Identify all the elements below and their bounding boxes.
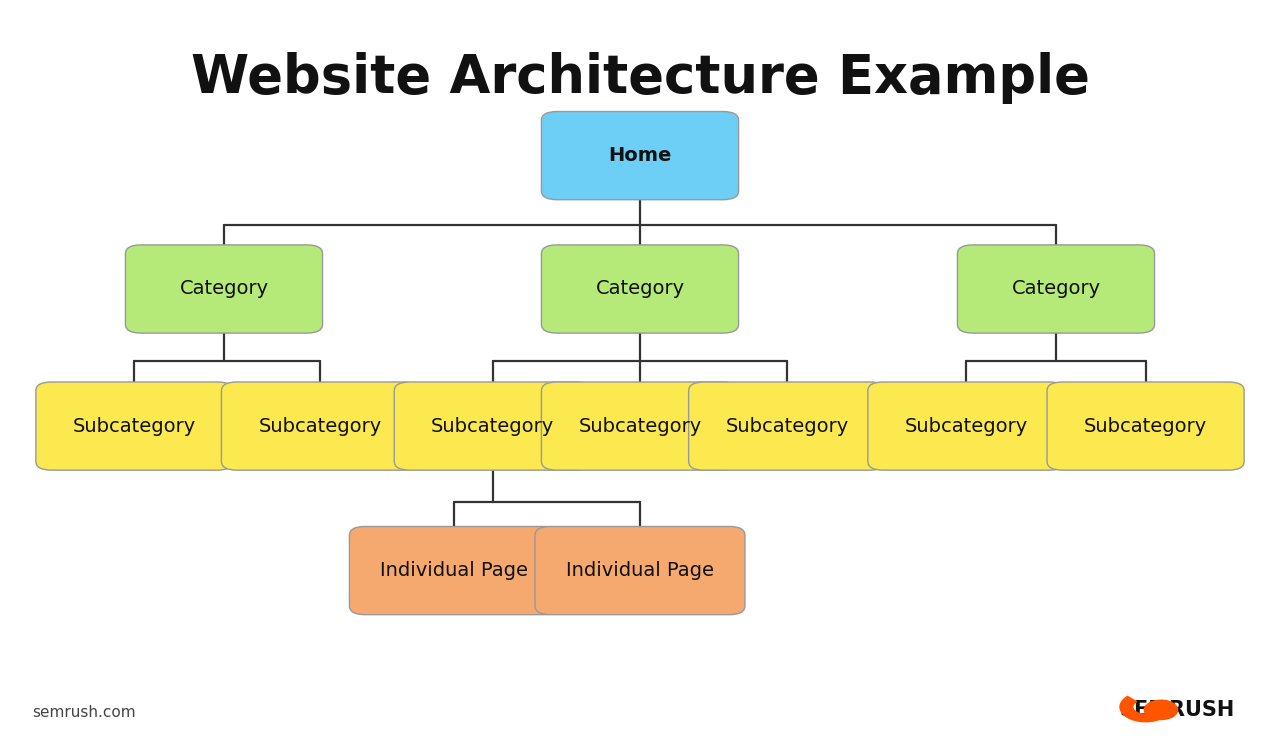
FancyBboxPatch shape (349, 526, 559, 615)
FancyBboxPatch shape (689, 382, 886, 471)
FancyBboxPatch shape (36, 382, 233, 471)
Text: Subcategory: Subcategory (1084, 416, 1207, 436)
FancyBboxPatch shape (394, 382, 591, 471)
Text: Individual Page: Individual Page (566, 561, 714, 580)
Text: Subcategory: Subcategory (726, 416, 849, 436)
FancyBboxPatch shape (868, 382, 1065, 471)
Text: Subcategory: Subcategory (259, 416, 381, 436)
Text: Category: Category (179, 279, 269, 299)
FancyBboxPatch shape (221, 382, 419, 471)
Text: Individual Page: Individual Page (380, 561, 529, 580)
FancyBboxPatch shape (541, 382, 739, 471)
FancyBboxPatch shape (957, 245, 1155, 333)
Text: Category: Category (1011, 279, 1101, 299)
Text: semrush.com: semrush.com (32, 705, 136, 720)
Text: Subcategory: Subcategory (73, 416, 196, 436)
Text: Website Architecture Example: Website Architecture Example (191, 52, 1089, 104)
FancyBboxPatch shape (541, 245, 739, 333)
Text: SEMRUSH: SEMRUSH (1120, 700, 1235, 720)
FancyBboxPatch shape (125, 245, 323, 333)
FancyBboxPatch shape (535, 526, 745, 615)
Text: Home: Home (608, 146, 672, 165)
Text: Category: Category (595, 279, 685, 299)
Text: Subcategory: Subcategory (579, 416, 701, 436)
FancyBboxPatch shape (541, 111, 739, 199)
Text: Subcategory: Subcategory (431, 416, 554, 436)
FancyBboxPatch shape (1047, 382, 1244, 471)
Text: Subcategory: Subcategory (905, 416, 1028, 436)
